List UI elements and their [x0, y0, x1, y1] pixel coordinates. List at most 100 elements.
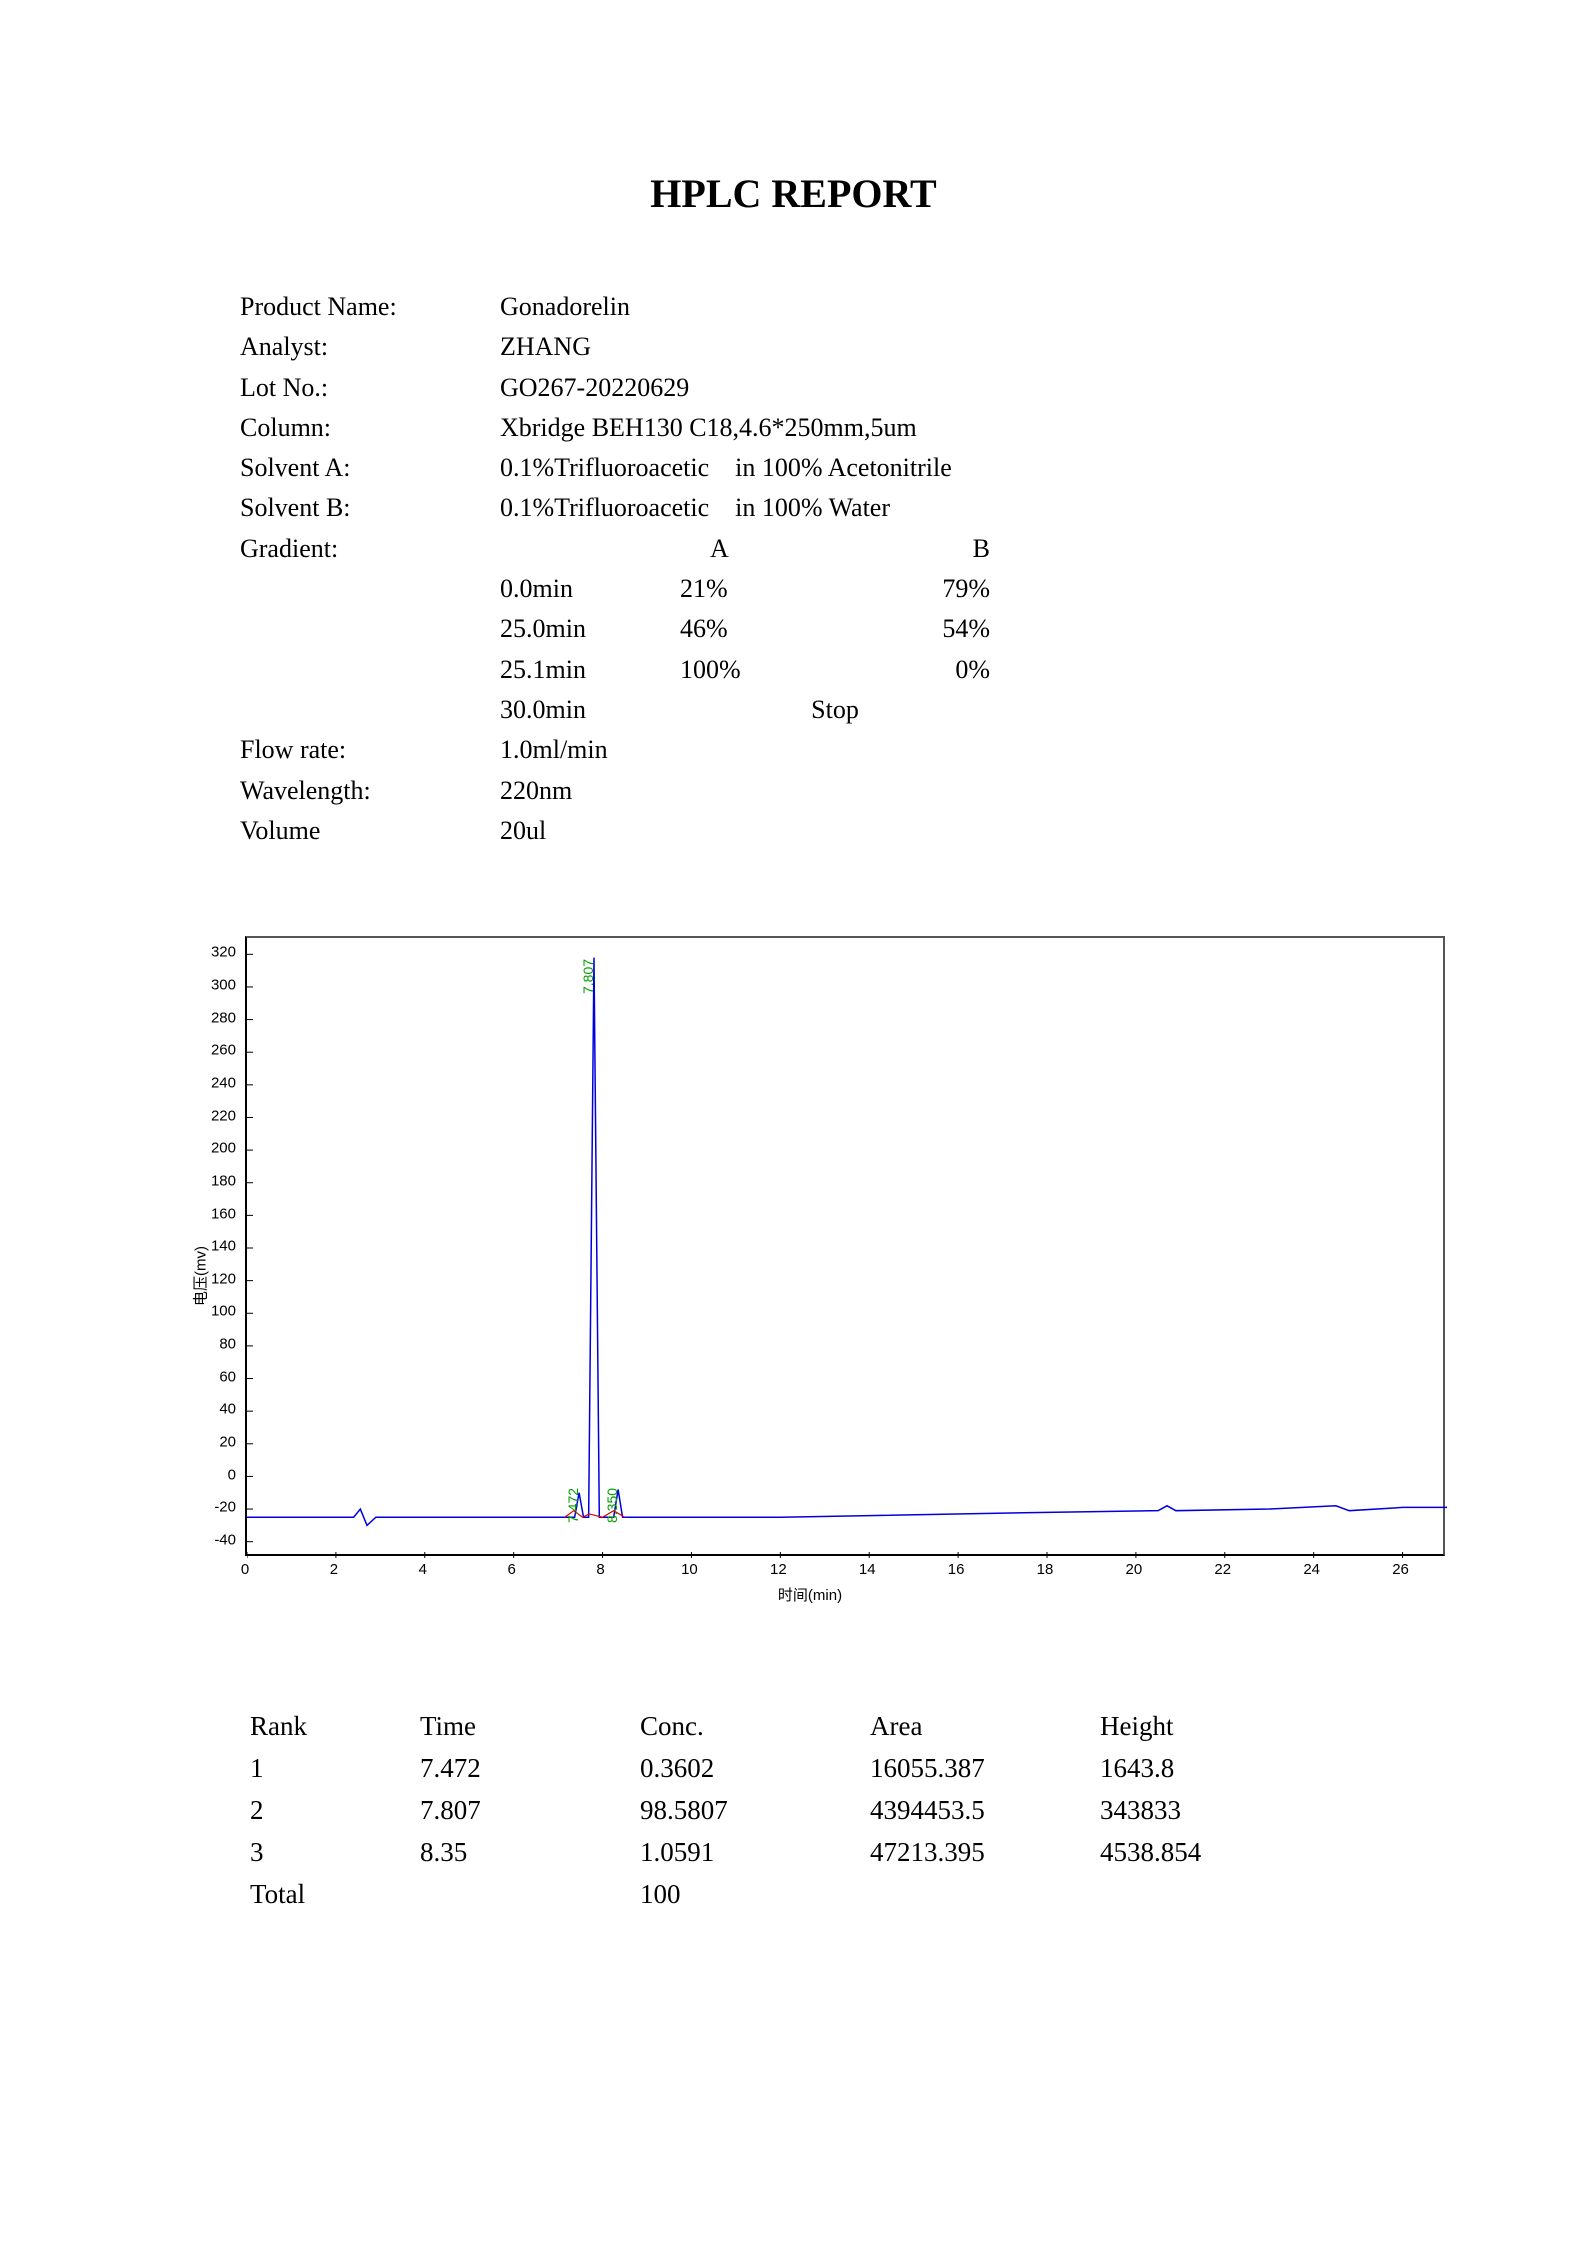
gradient-a: 100% [680, 650, 850, 690]
plot-area: 7.4727.8078.350 [245, 936, 1445, 1556]
meta-row-solvent-b: Solvent B: 0.1%Trifluoroacetic in 100% W… [240, 488, 1407, 528]
meta-row-solvent-a: Solvent A: 0.1%Trifluoroacetic in 100% A… [240, 448, 1407, 488]
y-tick-label: 40 [219, 1401, 236, 1418]
results-data-row: 27.80798.58074394453.5343833 [250, 1790, 1407, 1832]
y-tick-label: 140 [211, 1238, 236, 1255]
cell-time: 8.35 [420, 1832, 640, 1874]
x-tick-label: 16 [948, 1561, 965, 1578]
y-tick-label: 60 [219, 1368, 236, 1385]
x-tick-label: 18 [1037, 1561, 1054, 1578]
column-value: Xbridge BEH130 C18,4.6*250mm,5um [500, 408, 1407, 448]
y-tick-label: 260 [211, 1042, 236, 1059]
cell-height: 1643.8 [1100, 1748, 1300, 1790]
gradient-row: 30.0minStop [500, 690, 1407, 730]
x-tick-label: 22 [1214, 1561, 1231, 1578]
column-label: Column: [240, 408, 500, 448]
header-time: Time [420, 1706, 640, 1748]
gradient-time: 25.1min [500, 650, 680, 690]
meta-row-product: Product Name: Gonadorelin [240, 287, 1407, 327]
y-tick-label: 220 [211, 1107, 236, 1124]
gradient-b: 79% [850, 569, 990, 609]
header-conc: Conc. [640, 1706, 870, 1748]
y-tick-label: 200 [211, 1140, 236, 1157]
gradient-b: 54% [850, 609, 990, 649]
analyst-label: Analyst: [240, 327, 500, 367]
volume-label: Volume [240, 811, 500, 851]
y-tick-label: 320 [211, 944, 236, 961]
lot-label: Lot No.: [240, 368, 500, 408]
header-height: Height [1100, 1706, 1300, 1748]
report-title: HPLC REPORT [180, 170, 1407, 217]
peak-label: 7.472 [565, 1488, 581, 1523]
peak-label: 8.350 [604, 1488, 620, 1523]
analyst-value: ZHANG [500, 327, 1407, 367]
gradient-time: 0.0min [500, 569, 680, 609]
cell-rank: 3 [250, 1832, 420, 1874]
gradient-a: 21% [680, 569, 850, 609]
gradient-a: 46% [680, 609, 850, 649]
x-axis-title: 时间(min) [778, 1584, 842, 1605]
wavelength-label: Wavelength: [240, 771, 500, 811]
gradient-b: 0% [850, 650, 990, 690]
y-tick-label: 240 [211, 1074, 236, 1091]
gradient-header-b: B [850, 529, 990, 569]
cell-height: 343833 [1100, 1790, 1300, 1832]
x-tick-label: 10 [681, 1561, 698, 1578]
y-tick-label: 80 [219, 1336, 236, 1353]
chromatogram-chart: 电压(mv) -40-20020406080100120140160180200… [170, 936, 1450, 1616]
y-tick-label: 300 [211, 977, 236, 994]
total-conc: 100 [640, 1874, 870, 1916]
gradient-header-row: A B [500, 529, 1407, 569]
cell-time: 7.807 [420, 1790, 640, 1832]
y-tick-label: 100 [211, 1303, 236, 1320]
x-tick-label: 12 [770, 1561, 787, 1578]
flow-rate-value: 1.0ml/min [500, 730, 1407, 770]
gradient-row: 25.0min46%54% [500, 609, 1407, 649]
meta-row-wavelength: Wavelength: 220nm [240, 771, 1407, 811]
x-tick-label: 26 [1392, 1561, 1409, 1578]
results-data-row: 38.351.059147213.3954538.854 [250, 1832, 1407, 1874]
y-tick-label: 160 [211, 1205, 236, 1222]
chromatogram-trace [247, 958, 1447, 1526]
results-header-row: Rank Time Conc. Area Height [250, 1706, 1407, 1748]
cell-rank: 2 [250, 1790, 420, 1832]
meta-row-volume: Volume 20ul [240, 811, 1407, 851]
cell-conc: 98.5807 [640, 1790, 870, 1832]
solvent-a-label: Solvent A: [240, 448, 500, 488]
gradient-time: 30.0min [500, 690, 680, 730]
gradient-row: 0.0min21%79% [500, 569, 1407, 609]
meta-row-flow: Flow rate: 1.0ml/min [240, 730, 1407, 770]
product-name-value: Gonadorelin [500, 287, 1407, 327]
gradient-label: Gradient: [240, 529, 500, 569]
cell-conc: 0.3602 [640, 1748, 870, 1790]
product-name-label: Product Name: [240, 287, 500, 327]
wavelength-value: 220nm [500, 771, 1407, 811]
meta-row-column: Column: Xbridge BEH130 C18,4.6*250mm,5um [240, 408, 1407, 448]
y-tick-label: 20 [219, 1433, 236, 1450]
meta-row-analyst: Analyst: ZHANG [240, 327, 1407, 367]
y-tick-label: 0 [228, 1466, 236, 1483]
cell-area: 16055.387 [870, 1748, 1100, 1790]
x-tick-label: 2 [330, 1561, 338, 1578]
x-tick-label: 14 [859, 1561, 876, 1578]
header-area: Area [870, 1706, 1100, 1748]
solvent-b-value: 0.1%Trifluoroacetic in 100% Water [500, 488, 1407, 528]
x-tick-label: 20 [1126, 1561, 1143, 1578]
lot-value: GO267-20220629 [500, 368, 1407, 408]
gradient-stop: Stop [680, 690, 990, 730]
total-label: Total [250, 1874, 420, 1916]
cell-conc: 1.0591 [640, 1832, 870, 1874]
y-tick-label: 280 [211, 1009, 236, 1026]
results-total-row: Total 100 [250, 1874, 1407, 1916]
gradient-time: 25.0min [500, 609, 680, 649]
volume-value: 20ul [500, 811, 1407, 851]
cell-height: 4538.854 [1100, 1832, 1300, 1874]
gradient-row: 25.1min100%0% [500, 650, 1407, 690]
cell-time: 7.472 [420, 1748, 640, 1790]
y-tick-label: 180 [211, 1172, 236, 1189]
header-rank: Rank [250, 1706, 420, 1748]
results-table: Rank Time Conc. Area Height 17.4720.3602… [250, 1706, 1407, 1915]
cell-area: 47213.395 [870, 1832, 1100, 1874]
x-tick-label: 24 [1303, 1561, 1320, 1578]
chromatogram-svg [247, 938, 1447, 1558]
